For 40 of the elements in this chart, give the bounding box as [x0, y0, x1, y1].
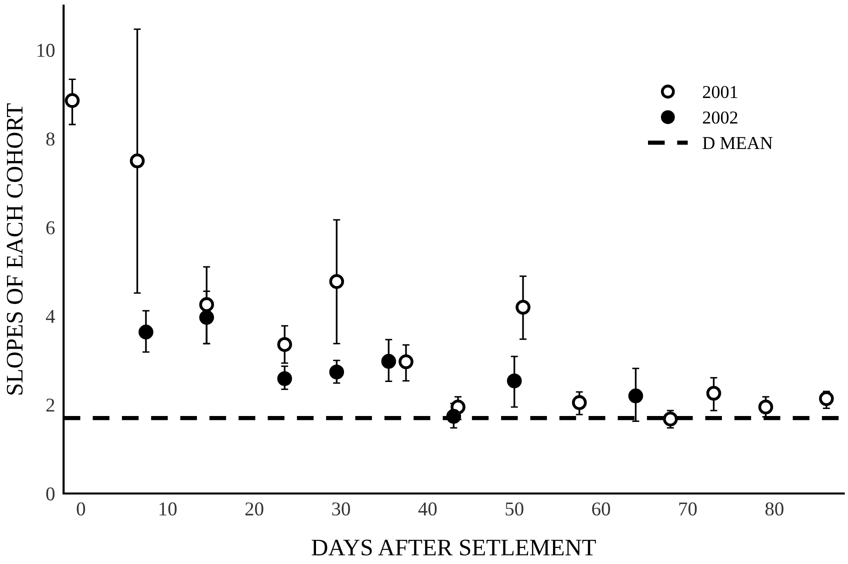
y-tick-label: 2 [46, 398, 54, 412]
point [199, 297, 214, 312]
x-tick-label: 50 [506, 502, 524, 516]
y-tick-label: 6 [46, 221, 55, 234]
x-tick-label: 70 [679, 502, 697, 516]
y-tick-label: 8 [46, 132, 55, 146]
x-tick-label: 40 [418, 502, 437, 516]
legend-label: 2002 [702, 111, 738, 124]
x-tick-label: 10 [160, 502, 177, 516]
point [138, 324, 154, 340]
y-tick-label: 4 [46, 310, 55, 323]
point [758, 400, 774, 414]
x-tick-label: 60 [592, 502, 610, 516]
point [398, 354, 414, 370]
point [277, 371, 292, 386]
legend-label: D MEAN [702, 137, 772, 150]
x-tick-label: 30 [332, 502, 350, 516]
x-tick-label: 80 [765, 502, 784, 516]
point [130, 153, 145, 168]
point [628, 388, 644, 404]
x-axis-title: DAYS AFTER SETLEMENT [312, 540, 596, 556]
point [706, 386, 722, 401]
point [446, 408, 462, 424]
point [662, 412, 678, 426]
legend-label: 2001 [702, 86, 738, 98]
x-tick-label: 20 [245, 502, 264, 516]
x-tick-label: 0 [76, 502, 86, 516]
point [199, 310, 214, 325]
y-axis-title: SLOPES OF EACH COHORT [6, 103, 23, 395]
point [329, 274, 344, 289]
point [381, 354, 396, 369]
point [572, 395, 587, 410]
point [64, 93, 80, 108]
y-tick-label: 10 [38, 44, 55, 57]
point [819, 391, 834, 406]
point [506, 373, 522, 388]
y-tick-label: 0 [46, 487, 55, 500]
point [516, 300, 530, 315]
point [277, 337, 292, 352]
point [329, 364, 344, 380]
